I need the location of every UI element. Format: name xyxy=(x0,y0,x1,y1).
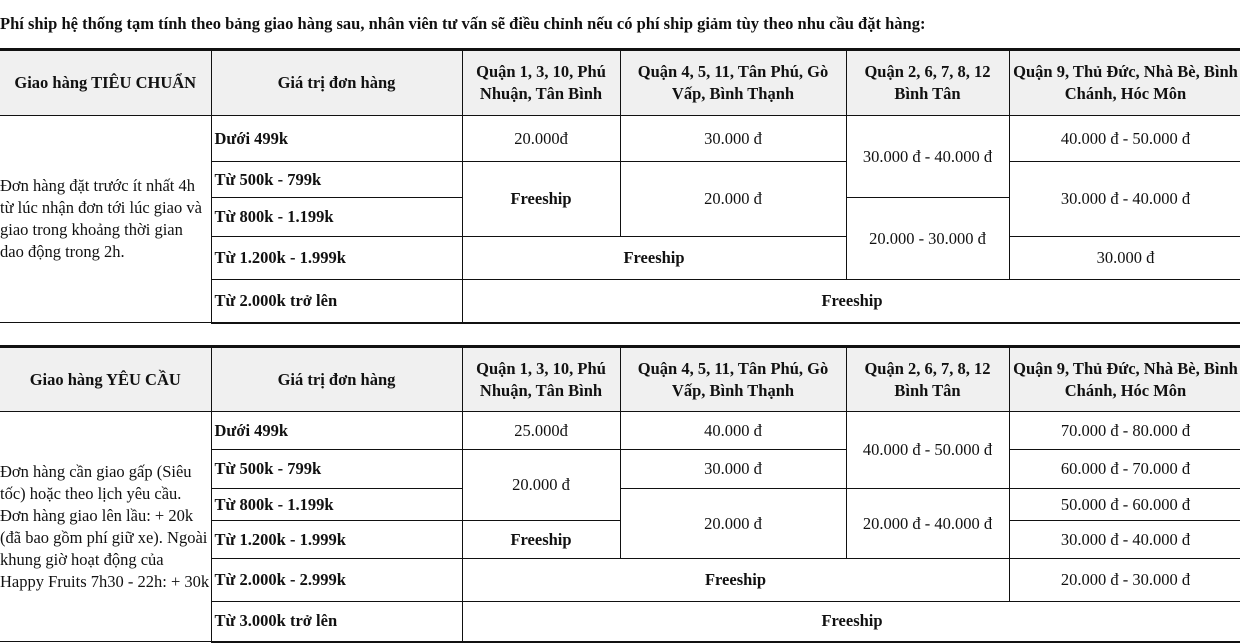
fee-cell: 30.000 đ xyxy=(1008,236,1240,280)
order-value-label: Từ 2.000k trở lên xyxy=(211,279,463,324)
fee-cell: Freeship xyxy=(461,520,621,559)
fee-cell: 20.000 đ - 40.000 đ xyxy=(845,488,1010,559)
fee-cell: 20.000 đ xyxy=(619,161,847,237)
header-zone-3: Quận 2, 6, 7, 8, 12 Bình Tân xyxy=(845,48,1010,116)
order-value-label: Từ 800k - 1.199k xyxy=(211,197,463,237)
order-value-label: Từ 3.000k trở lên xyxy=(211,601,463,643)
fee-cell: 20.000 đ xyxy=(619,488,847,559)
on-demand-description: Đơn hàng cần giao gấp (Siêu tốc) hoặc th… xyxy=(0,411,212,642)
table-row: Từ 2.000k - 2.999k Freeship 20.000 đ - 3… xyxy=(0,558,1240,602)
fee-cell: 20.000 đ - 30.000 đ xyxy=(1008,558,1240,602)
fee-cell: 25.000đ xyxy=(461,411,621,450)
order-value-label: Từ 500k - 799k xyxy=(211,161,463,198)
fee-cell: 30.000 đ - 40.000 đ xyxy=(845,115,1010,198)
header-zone-1: Quận 1, 3, 10, Phú Nhuận, Tân Bình xyxy=(461,345,621,412)
order-value-label: Từ 500k - 799k xyxy=(211,449,463,489)
order-value-label: Từ 1.200k - 1.999k xyxy=(211,236,463,280)
header-zone-2: Quận 4, 5, 11, Tân Phú, Gò Vấp, Bình Thạ… xyxy=(619,345,847,412)
fee-cell: 20.000 đ xyxy=(461,449,621,521)
fee-cell: Freeship xyxy=(461,279,1240,324)
order-value-label: Dưới 499k xyxy=(210,411,463,450)
fee-cell: 30.000 đ - 40.000 đ xyxy=(1008,161,1240,237)
table-row: Từ 800k - 1.199k 20.000 - 30.000 đ xyxy=(0,197,1240,280)
fee-cell: 50.000 đ - 60.000 đ xyxy=(1008,488,1240,521)
header-zone-4: Quận 9, Thủ Đức, Nhà Bè, Bình Chánh, Hóc… xyxy=(1008,48,1240,116)
header-zone-3: Quận 2, 6, 7, 8, 12 Bình Tân xyxy=(845,345,1010,412)
order-value-label: Từ 800k - 1.199k xyxy=(211,488,463,521)
fee-cell: 40.000 đ - 50.000 đ xyxy=(845,411,1010,489)
table-row: Đơn hàng đặt trước ít nhất 4h từ lúc nhậ… xyxy=(0,115,1240,323)
fee-cell: Freeship xyxy=(461,601,1240,643)
fee-cell: Freeship xyxy=(461,161,621,237)
header-order-value: Giá trị đơn hàng xyxy=(210,345,463,412)
on-demand-shipping-table: Giao hàng YÊU CẦU Giá trị đơn hàng Quận … xyxy=(0,345,1240,643)
fee-cell: 70.000 đ - 80.000 đ xyxy=(1008,411,1240,450)
fee-cell: Freeship xyxy=(461,558,1010,602)
fee-cell: Freeship xyxy=(461,236,847,280)
header-delivery-type: Giao hàng YÊU CẦU xyxy=(0,345,212,412)
page-title: Phí ship hệ thống tạm tính theo bảng gia… xyxy=(0,14,926,33)
standard-description: Đơn hàng đặt trước ít nhất 4h từ lúc nhậ… xyxy=(0,115,212,323)
order-value-label: Dưới 499k xyxy=(210,115,463,162)
fee-cell: 20.000đ xyxy=(461,115,621,162)
order-value-label: Từ 1.200k - 1.999k xyxy=(211,520,463,559)
table-row: Từ 500k - 799k 20.000 đ 30.000 đ 60.000 … xyxy=(0,449,1240,521)
header-delivery-type: Giao hàng TIÊU CHUẨN xyxy=(0,48,212,116)
standard-shipping-table: Giao hàng TIÊU CHUẨN Giá trị đơn hàng Qu… xyxy=(0,48,1240,324)
description-line: Đơn hàng giao lên lầu: + 20k (đã bao gồm… xyxy=(0,505,210,591)
table-row: Đơn hàng cần giao gấp (Siêu tốc) hoặc th… xyxy=(0,411,1240,642)
header-zone-2: Quận 4, 5, 11, Tân Phú, Gò Vấp, Bình Thạ… xyxy=(619,48,847,116)
fee-cell: 40.000 đ xyxy=(619,411,847,450)
table-row: Từ 1.200k - 1.999k Freeship 30.000 đ - 4… xyxy=(0,520,1240,559)
fee-cell: 60.000 đ - 70.000 đ xyxy=(1008,449,1240,489)
header-order-value: Giá trị đơn hàng xyxy=(210,48,463,116)
header-zone-4: Quận 9, Thủ Đức, Nhà Bè, Bình Chánh, Hóc… xyxy=(1008,345,1240,412)
fee-cell: 40.000 đ - 50.000 đ xyxy=(1008,115,1240,162)
fee-cell: 20.000 - 30.000 đ xyxy=(845,197,1010,280)
table-row: Từ 800k - 1.199k 20.000 đ 20.000 đ - 40.… xyxy=(0,488,1240,559)
description-line: Đơn hàng cần giao gấp (Siêu tốc) hoặc th… xyxy=(0,461,192,503)
fee-cell: 30.000 đ xyxy=(619,115,847,162)
table-row: Từ 3.000k trở lên Freeship xyxy=(0,601,1240,643)
header-zone-1: Quận 1, 3, 10, Phú Nhuận, Tân Bình xyxy=(461,48,621,116)
table-row: Từ 2.000k trở lên Freeship xyxy=(0,279,1240,324)
table-row: Từ 1.200k - 1.999k Freeship 30.000 đ xyxy=(0,236,1240,280)
fee-cell: 30.000 đ xyxy=(619,449,847,489)
order-value-label: Từ 2.000k - 2.999k xyxy=(211,558,463,602)
fee-cell: 30.000 đ - 40.000 đ xyxy=(1008,520,1240,559)
